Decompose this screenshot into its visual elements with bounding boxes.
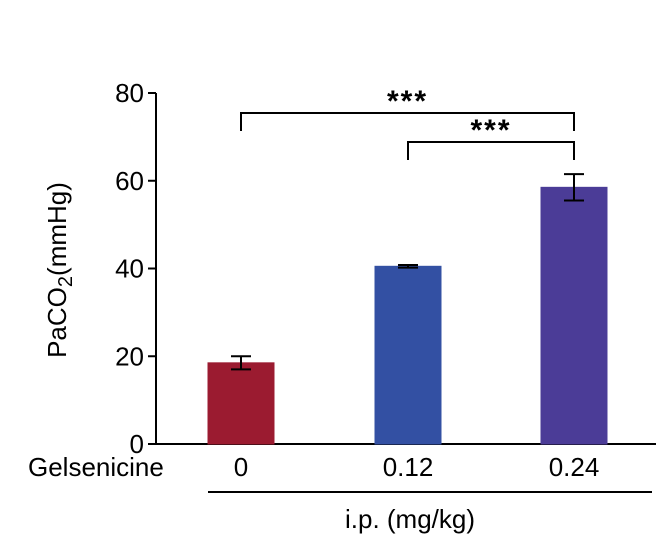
significance-brackets: *** ***: [240, 85, 575, 160]
x-group-label: Gelsenicine: [28, 452, 164, 482]
y-tick-label-60: 60: [115, 166, 144, 196]
significance-label-1: ***: [470, 114, 511, 147]
y-axis-title-subscript: 2: [55, 276, 77, 287]
bar-0: [207, 362, 275, 445]
x-axis: 0 0.12 0.24: [156, 443, 656, 482]
bar-2: [540, 186, 608, 445]
bar-1: [374, 265, 442, 445]
x-tick-label-1: 0.12: [383, 452, 434, 482]
bars-group: [207, 186, 608, 445]
significance-bracket-0: [240, 112, 575, 131]
error-bars-group: [231, 173, 584, 371]
significance-bracket-1: [407, 141, 575, 160]
x-tick-label-2: 0.24: [549, 452, 600, 482]
y-tick-label-20: 20: [115, 341, 144, 371]
y-axis-title: PaCO2(mmHg): [42, 182, 77, 358]
y-axis-title-unit: (mmHg): [42, 182, 72, 276]
y-tick-label-40: 40: [115, 254, 144, 284]
y-axis-title-main: PaCO: [42, 287, 72, 358]
x-treatment-label: i.p. (mg/kg): [345, 504, 475, 534]
y-tick-label-0: 0: [130, 429, 144, 459]
y-axis: 0 20 40 60 80: [115, 78, 157, 459]
x-tick-label-0: 0: [234, 452, 248, 482]
significance-label-0: ***: [387, 85, 428, 118]
y-tick-label-80: 80: [115, 78, 144, 108]
